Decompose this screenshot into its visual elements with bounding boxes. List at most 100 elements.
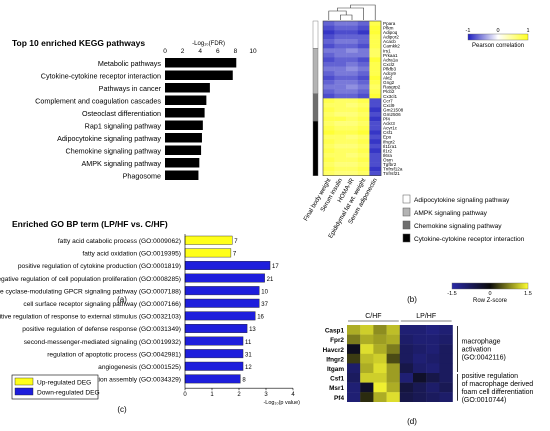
zscore-cell [439,392,453,402]
heatmap-cell [346,25,358,31]
heatmap-cell [346,71,358,76]
gene-row-label: Pfkm [383,26,394,31]
heatmap-cell [334,121,347,126]
go-gene-count-label: 13 [249,327,256,333]
heatmap-cell [334,125,347,131]
gene-row-label: Plcb2 [383,89,395,94]
heatmap-cell [369,98,382,104]
heatmap-cell [346,102,358,108]
kegg-bar [165,108,205,118]
zscore-cell [439,363,453,374]
heatmap-cell [357,143,370,149]
zscore-cell [386,373,400,383]
heatmap-cell [346,61,358,67]
gene-row-label: Ifngr2 [383,139,395,144]
go-legend-swatch [14,377,34,386]
heatmap-cell [346,148,358,154]
go-gene-count-label: 37 [261,302,268,308]
heatmap-cell [346,121,358,126]
heatmap-cell [357,39,370,44]
heatmap-cell [369,21,382,26]
heatmap-cell [346,125,358,131]
heatmap-cell [369,48,382,54]
pathway-legend-label: AMPK signaling pathway [414,210,488,217]
dendrogram-branch [340,14,353,20]
go-bar [184,298,260,308]
heatmap-cell [334,39,347,44]
heatmap-cell [369,80,382,85]
kegg-bar [165,145,202,155]
heatmap-cell [357,71,370,76]
go-category-label: fatty acid catabolic process (GO:0009062… [58,238,181,245]
zscore-cell [399,392,414,402]
pathway-legend-label: Adipocytokine signaling pathway [414,197,510,204]
heatmap-cell [357,148,370,154]
go-bar [184,273,265,283]
heatmap-cell [357,34,370,40]
heatmap-cell [346,66,358,72]
heatmap-cell [346,112,358,117]
zscore-cell [373,353,387,364]
go-category-label: positive regulation of response to exter… [0,314,181,321]
gene-row-label: Pf4 [383,117,390,122]
gene-row-label: Tnfrsf12a [383,167,403,172]
annotation-text: (GO:0010744) [462,397,507,404]
heatmap-cell [334,34,347,40]
heatmap-cell [323,134,335,140]
heatmap-cell [357,89,370,94]
go-bar [184,324,248,333]
heatmap-cell [334,157,347,163]
zscore-colorbar-tick-label: -1.5 [447,291,456,297]
kegg-x-tick-label: 6 [216,48,220,55]
gene-row-label: Gm21508 [383,107,404,112]
gene-row-label: Il11ra1 [383,144,397,149]
heatmap-cell [346,166,358,172]
kegg-x-tick-label: 8 [234,48,238,55]
go-category-label: angiogenesis (GO:0001525) [98,364,181,371]
zscore-cell [360,334,374,345]
zscore-gene-label: Csf1 [330,376,344,383]
heatmap-cell [323,152,335,158]
sample-group-label: LP/HF [416,313,436,320]
zscore-cell [439,344,453,354]
heatmap-cell [334,143,347,149]
panel-label-c: (c) [117,405,127,414]
heatmap-cell [357,84,370,90]
zscore-colorbar-label: Row Z-score [473,298,508,304]
heatmap-cell [369,43,382,49]
heatmap-cell [346,75,358,81]
heatmap-cell [323,89,335,94]
zscore-cell [386,344,400,354]
heatmap-cell [323,157,335,163]
go-gene-count-label: 10 [261,289,268,295]
heatmap-cell [323,80,335,85]
gene-row-label: Irs1 [383,48,391,53]
heatmap-cell [357,166,370,172]
heatmap-border [322,20,382,176]
heatmap-cell [357,57,370,63]
heatmap-cell [323,93,335,99]
panel-label-a: (a) [117,295,127,304]
go-gene-count-label: 7 [234,239,238,245]
gene-row-label: Gng2 [383,80,395,85]
kegg-category-label: Cytokine-cytokine receptor interaction [41,72,161,81]
heatmap-cell [346,139,358,145]
zscore-gene-label: Itgam [327,366,344,373]
gene-row-label: Adcy9 [383,71,396,76]
heatmap-cell [334,52,347,58]
heatmap-cell [334,61,347,67]
zscore-cell [413,353,427,364]
go-bar [184,248,232,258]
kegg-bar [165,158,200,168]
zscore-cell [373,392,387,402]
dendrogram-branch [337,7,364,20]
go-x-tick-label: 3 [264,392,268,398]
heatmap-cell [334,43,347,49]
heatmap-cell [334,80,347,85]
heatmap-cell [323,57,335,63]
zscore-heatmap: -1.5 0 1.5 Row Z-score C/HF LP/HF Casp1 Fpr2 H… [323,282,534,426]
go-gene-count-label: 8 [242,378,246,384]
zscore-cell [386,325,400,335]
gene-row-label: Ccr7 [383,98,393,103]
heatmap-cell [357,48,370,54]
